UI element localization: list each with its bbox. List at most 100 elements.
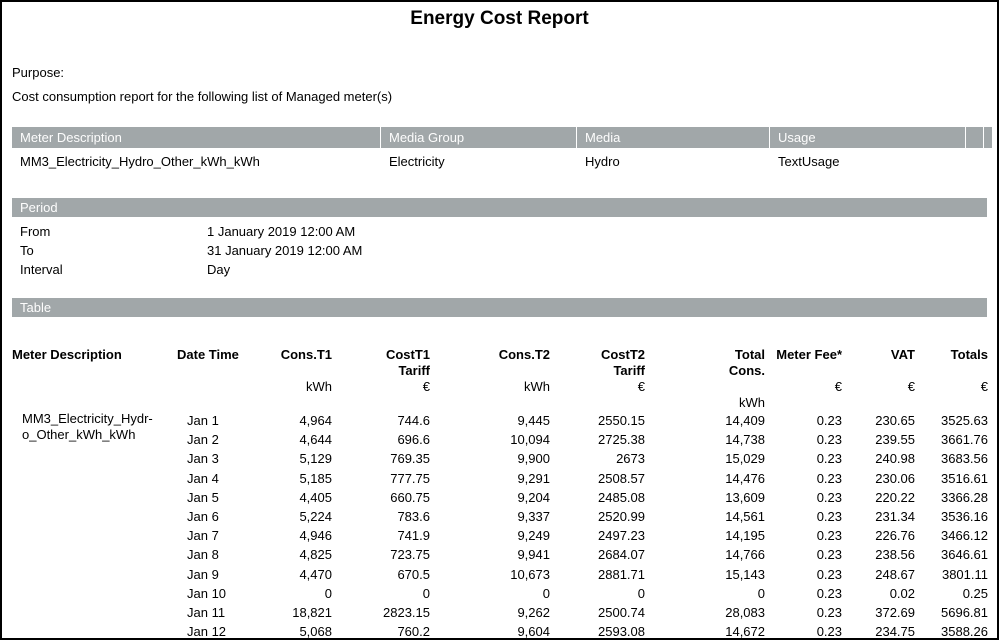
table-row: Jan 24,644696.610,0942725.3814,7380.2323… [12,430,988,449]
column-unit-2 [842,395,915,411]
period-interval-value: Day [207,260,230,279]
period-row-from: From 1 January 2019 12:00 AM [12,222,987,241]
report-page: Energy Cost Report Purpose: Cost consump… [0,0,999,640]
table-cell: 18,821 [252,603,332,622]
table-cell: 14,766 [645,545,765,564]
meters-header-usage: Usage [770,127,965,148]
table-cell: 9,249 [430,526,550,545]
table-cell: 3366.28 [915,488,988,507]
meters-header-media-group: Media Group [381,127,576,148]
table-cell [12,584,177,603]
table-cell: 5,129 [252,449,332,468]
table-cell: 0.23 [765,469,842,488]
table-cell: 0.23 [765,545,842,564]
table-cell: 231.34 [842,507,915,526]
column-unit-2 [177,395,252,411]
table-cell: 15,029 [645,449,765,468]
table-cell: 9,445 [430,411,550,430]
column-label: Cons.T1 [252,347,332,379]
table-cell: 5,185 [252,469,332,488]
table-cell: 3588.26 [915,622,988,640]
table-cell: 2550.15 [550,411,645,430]
table-cell: 14,738 [645,430,765,449]
table-cell: 15,143 [645,565,765,584]
period-row-interval: Interval Day [12,260,987,279]
table-row: MM3_Electricity_Hydr- o_Other_kWh_kWhJan… [12,411,988,430]
table-row: Jan 74,946741.99,2492497.2314,1950.23226… [12,526,988,545]
column-label: Meter Fee* [765,347,842,379]
column-label: Cons.T2 [430,347,550,379]
column-unit-2 [12,395,177,411]
meters-header-spacer-2 [984,127,992,148]
table-cell: 0.23 [765,622,842,640]
meter-usage: TextUsage [770,155,965,169]
meter-media-group: Electricity [381,155,576,169]
table-row: Jan 94,470670.510,6732881.7115,1430.2324… [12,565,988,584]
column-header: Totals€ [915,347,988,411]
column-unit [645,379,765,395]
table-cell: 3801.11 [915,565,988,584]
table-cell: 9,900 [430,449,550,468]
table-cell: 0.23 [765,584,842,603]
table-cell: 777.75 [332,469,430,488]
table-cell: 744.6 [332,411,430,430]
table-cell [12,449,177,468]
column-label: Date Time [177,347,252,379]
table-cell: 230.06 [842,469,915,488]
table-cell: Jan 7 [177,526,252,545]
table-cell: 3683.56 [915,449,988,468]
meter-media: Hydro [577,155,769,169]
table-cell: 0 [332,584,430,603]
table-cell: 5,224 [252,507,332,526]
column-header: CostT2 Tariff€ [550,347,645,411]
table-row: Jan 35,129769.359,900267315,0290.23240.9… [12,449,988,468]
table-cell: 10,673 [430,565,550,584]
table-cell: 9,337 [430,507,550,526]
table-cell: 14,561 [645,507,765,526]
table-cell: 230.65 [842,411,915,430]
meters-header-bar: Meter Description Media Group Media Usag… [12,127,987,148]
table-cell [12,545,177,564]
table-cell: 2520.99 [550,507,645,526]
table-cell: 2823.15 [332,603,430,622]
period-to-label: To [12,241,207,260]
column-unit-2 [252,395,332,411]
purpose-text: Cost consumption report for the followin… [12,90,997,104]
table-cell: Jan 12 [177,622,252,640]
table-cell [12,507,177,526]
column-unit-2: kWh [645,395,765,411]
table-cell: 2485.08 [550,488,645,507]
meters-header-description: Meter Description [12,127,380,148]
column-unit-2 [915,395,988,411]
table-section-bar: Table [12,298,987,317]
table-cell: Jan 8 [177,545,252,564]
table-cell: 3536.16 [915,507,988,526]
column-unit: € [550,379,645,395]
period-to-value: 31 January 2019 12:00 AM [207,241,362,260]
table-cell: 9,291 [430,469,550,488]
table-cell: 0.23 [765,507,842,526]
table-cell [12,469,177,488]
header-row: Meter DescriptionDate TimeCons.T1kWhCost… [12,347,988,411]
period-section-bar: Period [12,198,987,217]
table-row: Jan 125,068760.29,6042593.0814,6720.2323… [12,622,988,640]
column-unit: kWh [252,379,332,395]
table-cell: 723.75 [332,545,430,564]
column-header: CostT1 Tariff€ [332,347,430,411]
column-unit-2 [430,395,550,411]
purpose-label: Purpose: [12,66,997,80]
table-cell: 239.55 [842,430,915,449]
meters-header-media: Media [577,127,769,148]
column-unit [12,379,177,395]
column-header: Meter Fee*€ [765,347,842,411]
meter-description: MM3_Electricity_Hydro_Other_kWh_kWh [12,155,380,169]
table-row: Jan 54,405660.759,2042485.0813,6090.2322… [12,488,988,507]
table-cell: 238.56 [842,545,915,564]
table-row: Jan 45,185777.759,2912508.5714,4760.2323… [12,469,988,488]
table-cell: 9,604 [430,622,550,640]
table-cell: 2673 [550,449,645,468]
column-unit: € [765,379,842,395]
table-cell: Jan 1 [177,411,252,430]
table-cell: 9,204 [430,488,550,507]
table-cell: 0.23 [765,565,842,584]
